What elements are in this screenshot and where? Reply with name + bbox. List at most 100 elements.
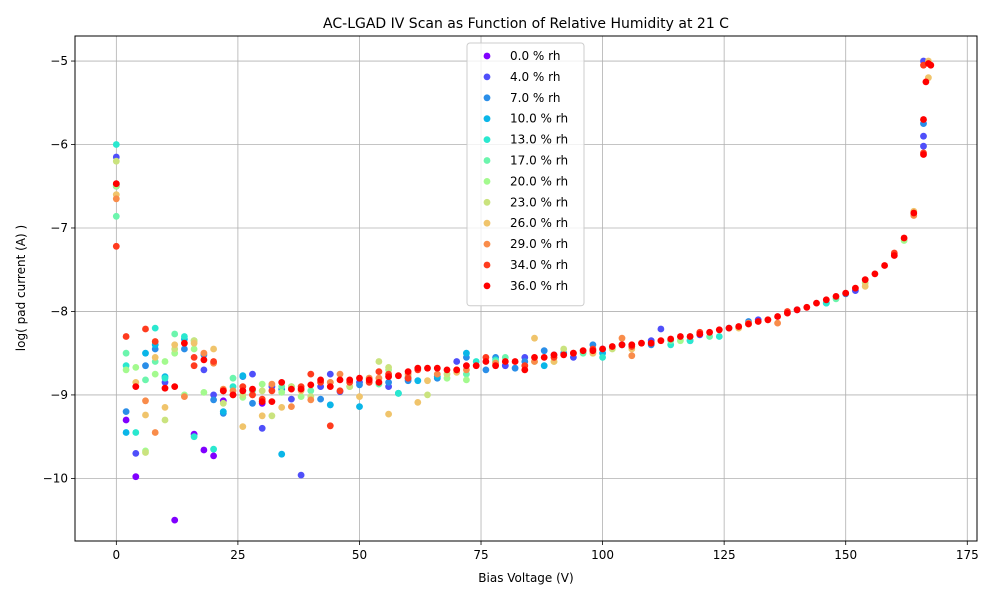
data-point [326, 422, 334, 430]
data-point [219, 408, 227, 415]
data-point [132, 429, 140, 436]
data-point [385, 373, 392, 380]
data-point [151, 354, 159, 361]
legend-marker [483, 178, 491, 185]
data-point [268, 380, 276, 388]
data-point [813, 299, 820, 307]
data-point [112, 195, 120, 203]
data-point [249, 399, 256, 407]
data-point [326, 401, 334, 409]
data-point [317, 376, 324, 384]
data-point [433, 370, 441, 378]
data-point [920, 116, 927, 123]
data-point [803, 303, 811, 311]
data-point [210, 345, 218, 353]
legend-label: 20.0 % rh [510, 174, 568, 188]
data-point [735, 323, 743, 330]
data-point [210, 452, 218, 460]
data-point [618, 341, 626, 349]
data-point [258, 380, 266, 388]
data-point [453, 366, 461, 374]
data-point [210, 391, 218, 399]
data-point [385, 364, 392, 371]
legend-marker [483, 198, 491, 206]
data-point [307, 370, 315, 378]
x-tick-label: 0 [113, 548, 121, 562]
data-point [278, 379, 286, 386]
data-point [521, 366, 529, 374]
data-point [560, 345, 568, 353]
data-point [628, 341, 636, 349]
legend-marker [483, 240, 491, 248]
data-point [414, 364, 422, 372]
data-point [715, 333, 723, 340]
data-point [132, 364, 140, 371]
data-point [540, 347, 548, 355]
data-point [258, 424, 266, 432]
data-point [492, 362, 499, 370]
data-point [258, 412, 266, 420]
data-point [395, 389, 402, 397]
data-point [132, 473, 140, 481]
data-point [414, 399, 422, 406]
y-tick-label: −5 [50, 54, 68, 68]
data-point [151, 429, 159, 436]
data-point [482, 366, 490, 374]
data-point [375, 358, 383, 365]
y-axis-label: log( pad current (A) ) [14, 225, 28, 351]
data-point [871, 270, 879, 278]
data-point [249, 370, 256, 378]
chart-title: AC-LGAD IV Scan as Function of Relative … [323, 16, 729, 32]
data-point [190, 339, 198, 347]
legend-label: 26.0 % rh [510, 216, 568, 230]
data-point [142, 411, 149, 419]
data-point [112, 212, 120, 220]
data-point [249, 391, 256, 399]
data-point [511, 358, 519, 365]
data-point [365, 376, 373, 384]
data-point [784, 309, 791, 317]
data-point [239, 387, 247, 395]
data-point [540, 354, 548, 361]
x-tick-label: 175 [956, 548, 979, 562]
y-tick-label: −7 [50, 221, 68, 235]
legend: 0.0 % rh 4.0 % rh 7.0 % rh 10.0 % rh 13.0 % … [466, 42, 585, 307]
data-point [142, 362, 149, 370]
x-tick-label: 25 [230, 548, 245, 562]
data-point [278, 450, 286, 458]
data-point [638, 339, 645, 347]
legend-box [466, 42, 585, 307]
data-point [161, 416, 169, 424]
data-point [181, 339, 188, 347]
data-point [112, 157, 120, 165]
data-point [239, 372, 247, 380]
data-point [132, 450, 140, 457]
data-point [122, 416, 130, 424]
data-point [122, 408, 130, 415]
data-point [822, 296, 830, 304]
x-tick-label: 125 [713, 548, 736, 562]
data-point [249, 385, 256, 393]
legend-label: 36.0 % rh [510, 279, 568, 293]
data-point [112, 141, 120, 148]
data-point [142, 349, 149, 357]
data-point [424, 377, 431, 385]
legend-marker [483, 94, 491, 102]
data-point [686, 333, 694, 340]
data-point [307, 381, 315, 389]
data-point [599, 345, 606, 353]
legend-label: 0.0 % rh [510, 49, 560, 63]
data-point [210, 445, 218, 453]
data-point [647, 339, 655, 347]
data-point [219, 387, 227, 395]
data-point [793, 306, 801, 314]
data-point [210, 396, 218, 404]
data-point [297, 393, 305, 400]
data-point [297, 385, 305, 393]
data-point [200, 356, 208, 364]
data-point [599, 354, 606, 361]
data-point [200, 389, 208, 396]
data-point [570, 349, 577, 357]
data-point [336, 387, 344, 395]
